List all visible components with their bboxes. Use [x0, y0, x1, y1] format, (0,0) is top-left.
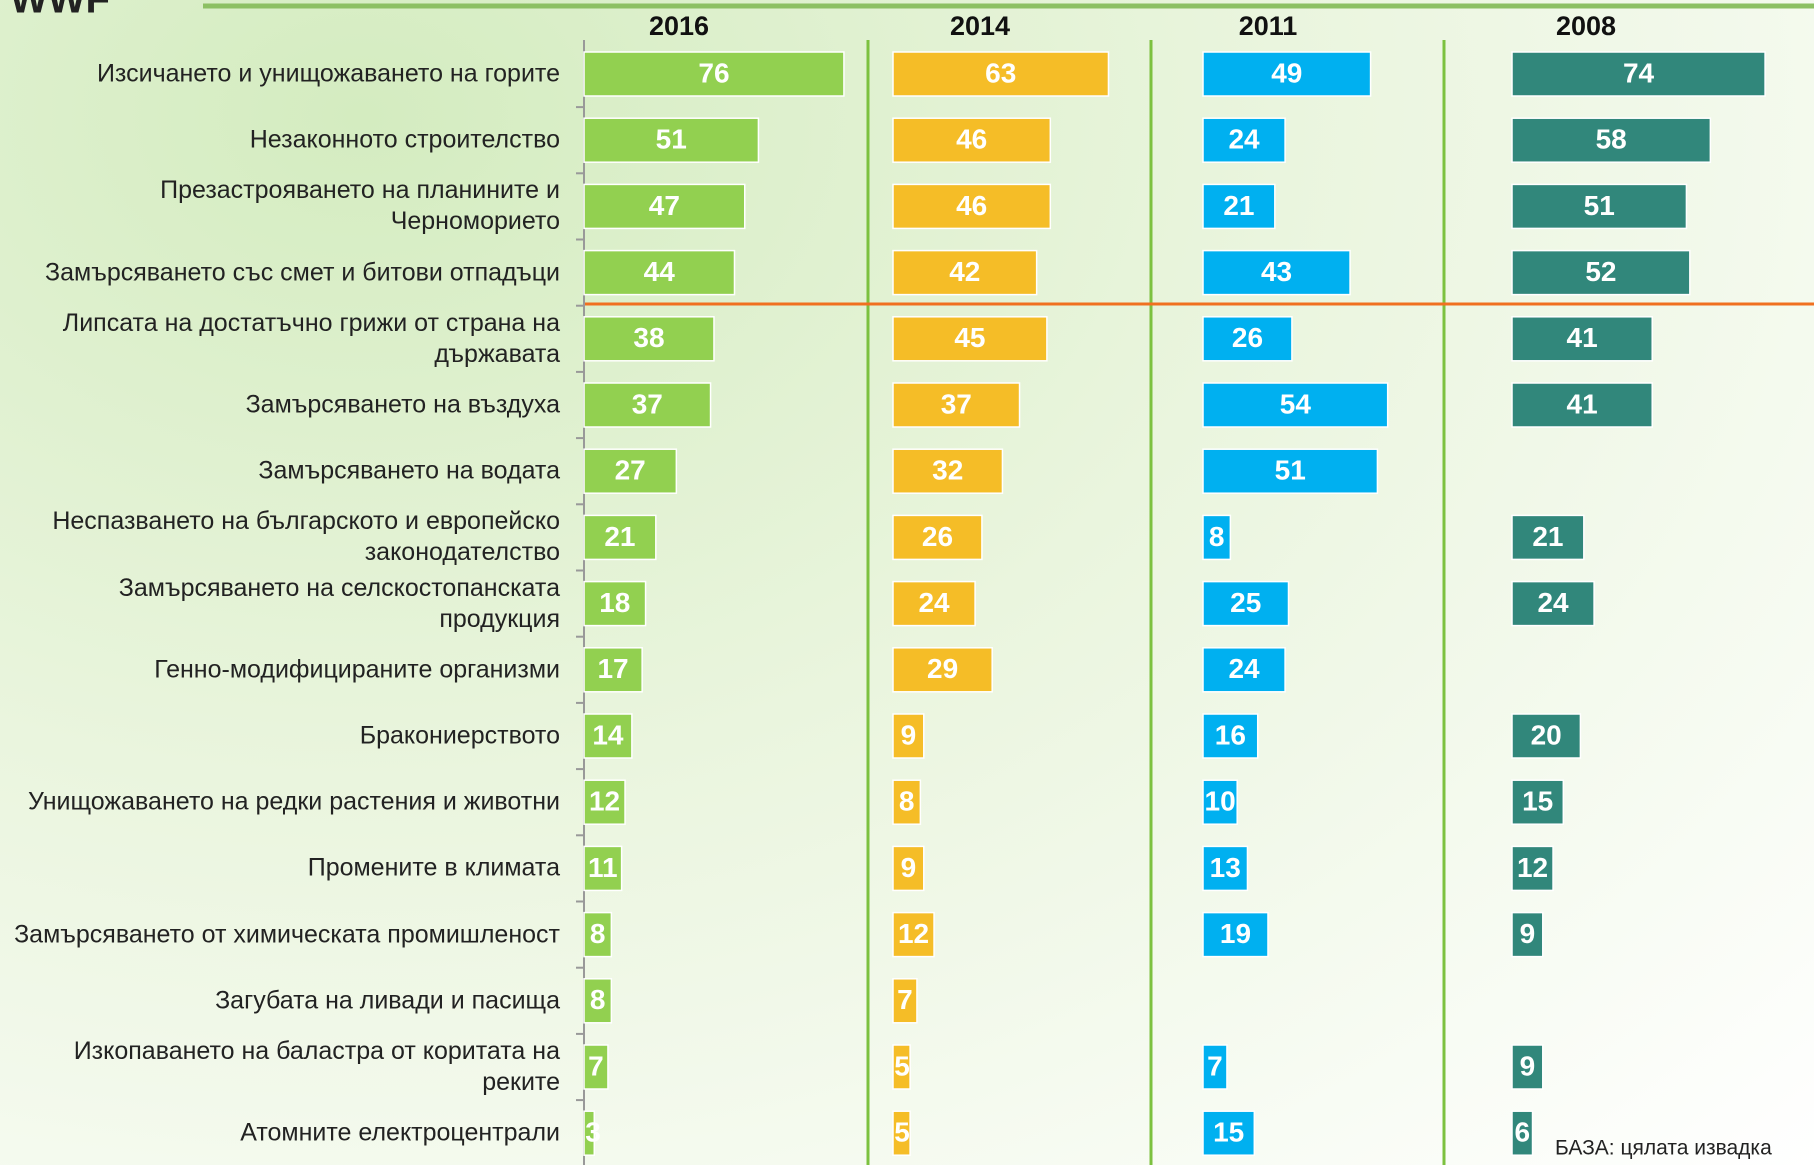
value-label: 49 [1271, 57, 1302, 88]
value-label: 25 [1230, 587, 1261, 618]
category-label: Изсичането и унищожаването на горите [0, 59, 560, 90]
value-label: 38 [633, 322, 664, 353]
value-label: 21 [1532, 521, 1563, 552]
value-label: 3 [585, 1117, 601, 1148]
value-label: 7 [897, 984, 913, 1015]
value-label: 20 [1531, 719, 1562, 750]
value-label: 24 [918, 587, 950, 618]
value-label: 12 [589, 786, 620, 817]
value-label: 52 [1585, 256, 1616, 287]
value-label: 74 [1623, 57, 1655, 88]
value-label: 15 [1213, 1117, 1244, 1148]
category-label: Промените в климата [0, 853, 560, 884]
value-label: 26 [1232, 322, 1263, 353]
value-label: 12 [1517, 852, 1548, 883]
value-label: 21 [604, 521, 635, 552]
value-label: 24 [1228, 124, 1260, 155]
value-label: 6 [1514, 1117, 1530, 1148]
category-label: Замърсяването на водата [0, 456, 560, 487]
category-label: Атомните електроцентрали [0, 1118, 560, 1149]
value-label: 9 [901, 852, 917, 883]
value-label: 45 [954, 322, 985, 353]
value-label: 76 [698, 57, 729, 88]
value-label: 9 [1520, 1050, 1536, 1081]
value-label: 43 [1261, 256, 1292, 287]
value-label: 7 [1207, 1050, 1223, 1081]
value-label: 63 [985, 57, 1016, 88]
value-label: 41 [1567, 322, 1598, 353]
series-header: 2014 [950, 11, 1010, 41]
category-label: Генно-модифицираните организми [0, 654, 560, 685]
category-label: Замърсяването със смет и битови отпадъци [0, 257, 560, 288]
value-label: 26 [922, 521, 953, 552]
value-label: 51 [656, 124, 687, 155]
value-label: 41 [1567, 388, 1598, 419]
value-label: 8 [899, 786, 915, 817]
value-label: 18 [599, 587, 630, 618]
value-label: 54 [1280, 388, 1312, 419]
category-label: Бракониерството [0, 721, 560, 752]
value-label: 15 [1522, 786, 1553, 817]
logo: WWF [10, 0, 110, 22]
note: БАЗА: цялата извадка [1555, 1137, 1772, 1160]
value-label: 17 [597, 653, 628, 684]
value-label: 5 [894, 1117, 910, 1148]
value-label: 47 [649, 190, 680, 221]
series-header: 2008 [1556, 11, 1616, 41]
value-label: 46 [956, 190, 987, 221]
category-label: Презастрояването на планините и Черномор… [0, 175, 560, 237]
value-label: 13 [1210, 852, 1241, 883]
value-label: 14 [592, 719, 624, 750]
series-header: 2011 [1239, 11, 1298, 41]
value-label: 58 [1596, 124, 1627, 155]
category-label: Унищожаването на редки растения и животн… [0, 787, 560, 818]
value-label: 8 [1209, 521, 1225, 552]
value-label: 19 [1220, 918, 1251, 949]
value-label: 42 [949, 256, 980, 287]
value-label: 10 [1205, 786, 1236, 817]
value-label: 12 [898, 918, 929, 949]
value-label: 9 [901, 719, 917, 750]
series-header: 2016 [649, 11, 709, 41]
page: WWF БАЗА: цялата извадка 201676514744383… [0, 0, 1814, 1165]
value-label: 51 [1584, 190, 1615, 221]
value-label: 24 [1537, 587, 1569, 618]
category-label: Замърсяването на селскостопанската проду… [0, 573, 560, 635]
value-label: 8 [590, 984, 606, 1015]
value-label: 16 [1215, 719, 1246, 750]
category-label: Замърсяването на въздуха [0, 390, 560, 421]
value-label: 32 [932, 455, 963, 486]
value-label: 7 [588, 1050, 604, 1081]
value-label: 21 [1223, 190, 1254, 221]
value-label: 24 [1228, 653, 1260, 684]
category-label: Замърсяването от химическата промишленос… [0, 919, 560, 950]
value-label: 5 [894, 1050, 910, 1081]
value-label: 37 [632, 388, 663, 419]
category-label: Неспазването на българското и европейско… [0, 506, 560, 568]
category-label: Незаконното строителство [0, 125, 560, 156]
category-label: Загубата на ливади и пасища [0, 985, 560, 1016]
value-label: 27 [615, 455, 646, 486]
category-label: Изкопаването на баластра от коритата на … [0, 1036, 560, 1098]
value-label: 44 [644, 256, 676, 287]
value-label: 8 [590, 918, 606, 949]
value-label: 9 [1520, 918, 1536, 949]
category-label: Липсата на достатъчно грижи от страна на… [0, 308, 560, 370]
value-label: 11 [588, 852, 618, 883]
value-label: 51 [1275, 455, 1306, 486]
value-label: 37 [941, 388, 972, 419]
value-label: 29 [927, 653, 958, 684]
value-label: 46 [956, 124, 987, 155]
